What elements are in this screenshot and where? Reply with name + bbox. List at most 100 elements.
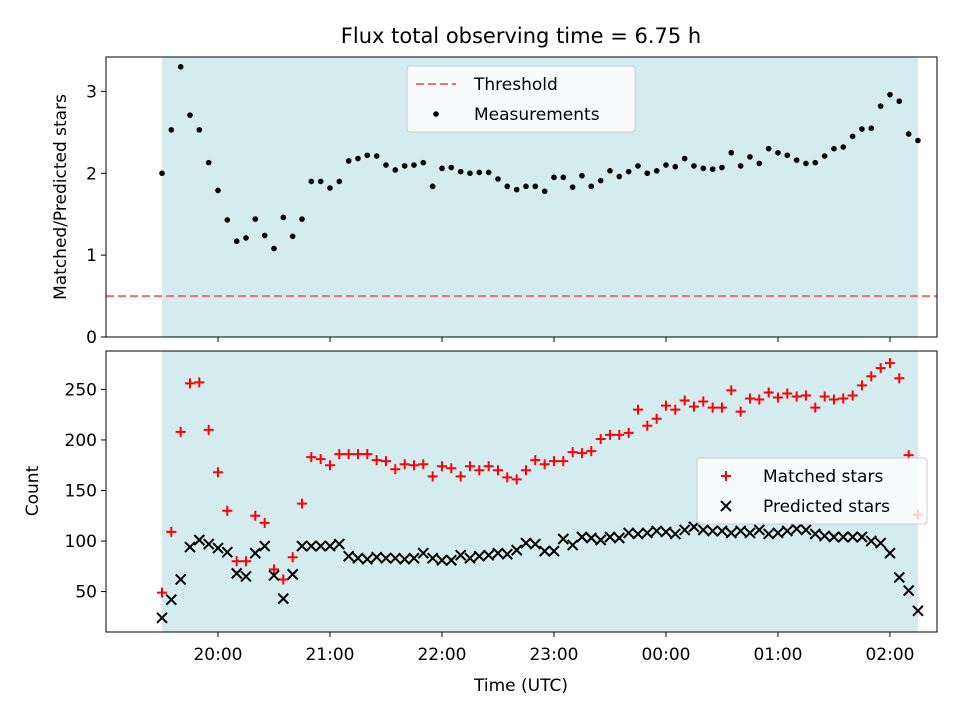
measurement-point [485,169,492,176]
predicted-star-point [622,527,635,539]
predicted-star-point [184,541,196,553]
measurement-point [644,170,651,177]
measurement-point [345,158,352,164]
matched-star-point [156,587,167,598]
matched-star-point [698,396,709,407]
measurement-point [709,166,716,172]
x-tick-label: 02:00 [865,645,914,665]
measurement-point [905,131,912,137]
matched-star-point [203,424,214,435]
measurement-point [616,173,623,180]
measurement-point [280,214,287,221]
matched-star-point [623,427,634,438]
matched-star-point [278,574,289,585]
predicted-star-point [734,525,747,537]
top-panel-legend: Threshold Measurements [406,65,636,133]
measurement-point [560,174,567,181]
matched-star-point [380,456,391,467]
predicted-star-point [846,531,859,543]
predicted-star-point [893,571,905,584]
measurement-point [747,154,753,160]
predicted-star-point [342,550,355,562]
predicted-star-point [352,552,364,564]
predicted-star-point [902,584,915,597]
matched-star-point [446,463,457,474]
y-tick-label: 0 [86,328,97,348]
predicted-star-point [361,553,373,565]
measurement-point [821,153,828,159]
measurement-point [840,144,847,150]
top-panel-frame [105,56,938,338]
predicted-star-point [389,552,401,564]
matched-star-point [194,377,205,388]
predicted-star-point [249,547,261,559]
predicted-star-point [790,523,803,535]
measurement-point [793,157,800,163]
predicted-star-point [202,538,215,550]
y-tick-label: 100 [65,532,97,552]
predicted-star-point [753,524,765,536]
predicted-star-point [314,540,327,552]
predicted-star-point [781,525,793,537]
x-tick-label: 20:00 [193,645,242,665]
measurement-point [271,245,277,252]
x-tick-label: 23:00 [529,645,578,665]
matched-star-point [455,471,466,482]
predicted-star-point [445,554,457,566]
legend-predicted-label: Predicted stars [763,497,890,517]
predicted-star-point [370,551,383,563]
measurement-point [224,217,231,223]
measurement-point [756,160,763,167]
measurement-point [877,103,884,109]
predicted-star-point [856,531,868,543]
predicted-star-point [576,531,588,543]
predicted-star-point [286,568,299,581]
predicted-star-point [240,570,252,583]
matched-star-point [520,465,531,476]
y-tick-label: 250 [65,380,97,400]
predicted-star-point [557,533,569,545]
measurement-point [532,183,539,190]
matched-star-point [306,452,317,463]
predicted-star-point [716,525,728,537]
matched-star-point [604,429,615,440]
matched-star-point [511,474,522,485]
measurement-point [765,145,772,152]
measurement-point [859,126,865,132]
measurement-point [635,163,641,169]
x-tick-label: 01:00 [753,645,802,665]
legend-threshold-label: Threshold [473,75,558,95]
measurement-point [467,170,473,177]
matched-star-point [651,413,662,424]
matched-star-point [240,556,251,567]
predicted-star-point [604,531,616,543]
x-tick-label: 22:00 [417,645,466,665]
matched-star-point [296,498,307,509]
predicted-star-point [538,545,551,557]
matched-star-point [474,465,485,476]
matched-star-point [632,404,643,415]
measurement-point [177,64,184,70]
measurement-point [439,165,445,172]
measurement-point [728,149,735,156]
measurement-point [868,125,875,132]
matched-star-point [371,455,382,466]
measurement-point [849,133,856,140]
predicted-star-point [380,552,392,564]
predicted-star-point [828,531,840,543]
predicted-star-point [501,548,513,560]
predicted-star-point [510,544,523,556]
measurement-point [504,183,511,190]
matched-star-point [838,393,849,404]
predicted-star-point [818,530,831,542]
measurement-point [691,163,697,169]
matched-star-point [502,472,513,483]
measurement-point [784,152,791,159]
measurement-point [495,176,501,182]
matched-star-point [184,378,195,389]
matched-star-point [716,402,727,413]
measurement-point [168,127,175,133]
x-tick-label: 21:00 [305,645,354,665]
matched-star-point [334,449,345,460]
top-panel-y-label: Matched/Predicted stars [51,94,71,300]
